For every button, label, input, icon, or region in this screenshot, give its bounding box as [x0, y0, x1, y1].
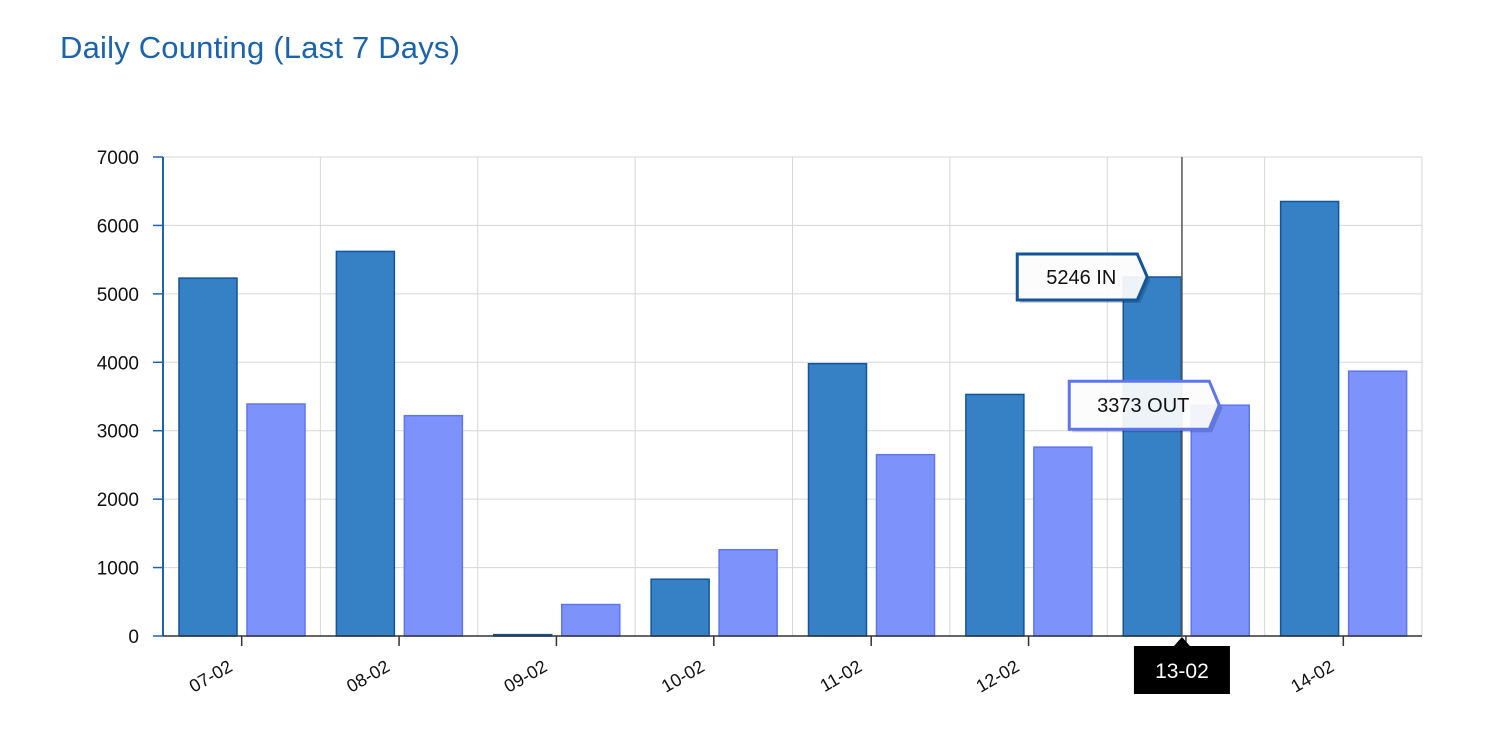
crosshair-label-pointer	[1173, 637, 1190, 646]
y-tick-label: 0	[128, 627, 139, 648]
x-tick-label: 11-02	[816, 656, 865, 696]
bar-in-10-02[interactable]	[650, 578, 710, 637]
bar-out-14-02[interactable]	[1347, 370, 1408, 637]
y-tick-label: 6000	[97, 216, 139, 237]
page-title: Daily Counting (Last 7 Days)	[60, 30, 461, 65]
chart-bars	[178, 200, 1408, 637]
bar-in-14-02[interactable]	[1279, 200, 1340, 637]
bar-out-07-02[interactable]	[246, 403, 306, 637]
bar-in-12-02[interactable]	[965, 393, 1025, 637]
y-tick-label: 4000	[97, 353, 139, 374]
y-tick-label: 3000	[97, 422, 139, 443]
bar-out-13-02[interactable]	[1190, 404, 1250, 637]
bar-in-07-02[interactable]	[178, 277, 238, 637]
crosshair-label-box	[1133, 646, 1230, 694]
x-tick-label: 08-02	[343, 656, 393, 696]
bar-in-11-02[interactable]	[807, 362, 868, 637]
bar-out-09-02[interactable]	[561, 603, 621, 637]
y-tick-label: 2000	[97, 490, 139, 511]
y-tick-label: 5000	[97, 285, 139, 306]
y-tick-label: 1000	[97, 559, 139, 580]
bar-out-11-02[interactable]	[875, 453, 936, 637]
x-tick-label: 09-02	[501, 656, 551, 696]
x-tick-label: 10-02	[658, 656, 708, 696]
bar-out-12-02[interactable]	[1033, 446, 1093, 637]
bar-out-08-02[interactable]	[403, 414, 464, 637]
tooltip-out-box	[1067, 379, 1221, 431]
tooltip-in-text: 5246 IN	[1046, 267, 1116, 289]
tooltip-in-box	[1015, 252, 1149, 302]
bar-in-08-02[interactable]	[335, 250, 396, 637]
crosshair-label: 13-02	[1155, 660, 1209, 683]
x-tick-label: 12-02	[973, 656, 1023, 696]
chart-tooltip-overlay: 13-02 5246 IN 3373 OUT	[1015, 157, 1230, 694]
tooltip-out-text: 3373 OUT	[1097, 395, 1189, 417]
y-tick-label: 7000	[97, 148, 139, 169]
bar-out-10-02[interactable]	[718, 549, 778, 637]
x-tick-label: 14-02	[1287, 656, 1337, 696]
x-tick-label: 07-02	[186, 656, 236, 696]
bar-in-13-02[interactable]	[1122, 276, 1182, 637]
